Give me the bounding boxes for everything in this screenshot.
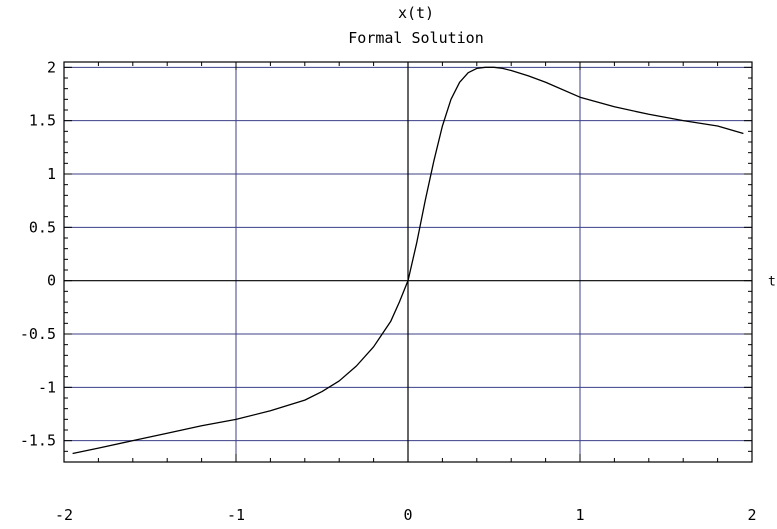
y-tick-label: 1 [47, 165, 56, 183]
chart-subtitle: Formal Solution [348, 29, 483, 47]
x-tick-label: -2 [55, 506, 73, 524]
axes [64, 62, 752, 462]
y-tick-label: -0.5 [20, 325, 56, 343]
series-line [72, 66, 744, 455]
x-tick-label: 1 [575, 506, 584, 524]
y-tick-label: -1 [38, 378, 56, 396]
y-tick-label: 2 [47, 58, 56, 76]
x-axis-label: t [768, 275, 776, 290]
y-tick-label: 0 [47, 272, 56, 290]
y-tick-label: 1.5 [29, 112, 56, 130]
x-tick-label: -1 [227, 506, 245, 524]
x-tick-label: 0 [403, 506, 412, 524]
y-tick-label: 0.5 [29, 218, 56, 236]
plot-frame [63, 61, 753, 463]
curve-layer [72, 66, 744, 455]
y-tick-labels: -1.5 -1 -0.5 0 0.5 1 1.5 2 [20, 58, 56, 449]
y-tick-label: -1.5 [20, 432, 56, 450]
chart-title: x(t) [398, 4, 434, 22]
x-tick-labels: -2 -1 0 1 2 [55, 506, 757, 524]
x-tick-label: 2 [747, 506, 756, 524]
